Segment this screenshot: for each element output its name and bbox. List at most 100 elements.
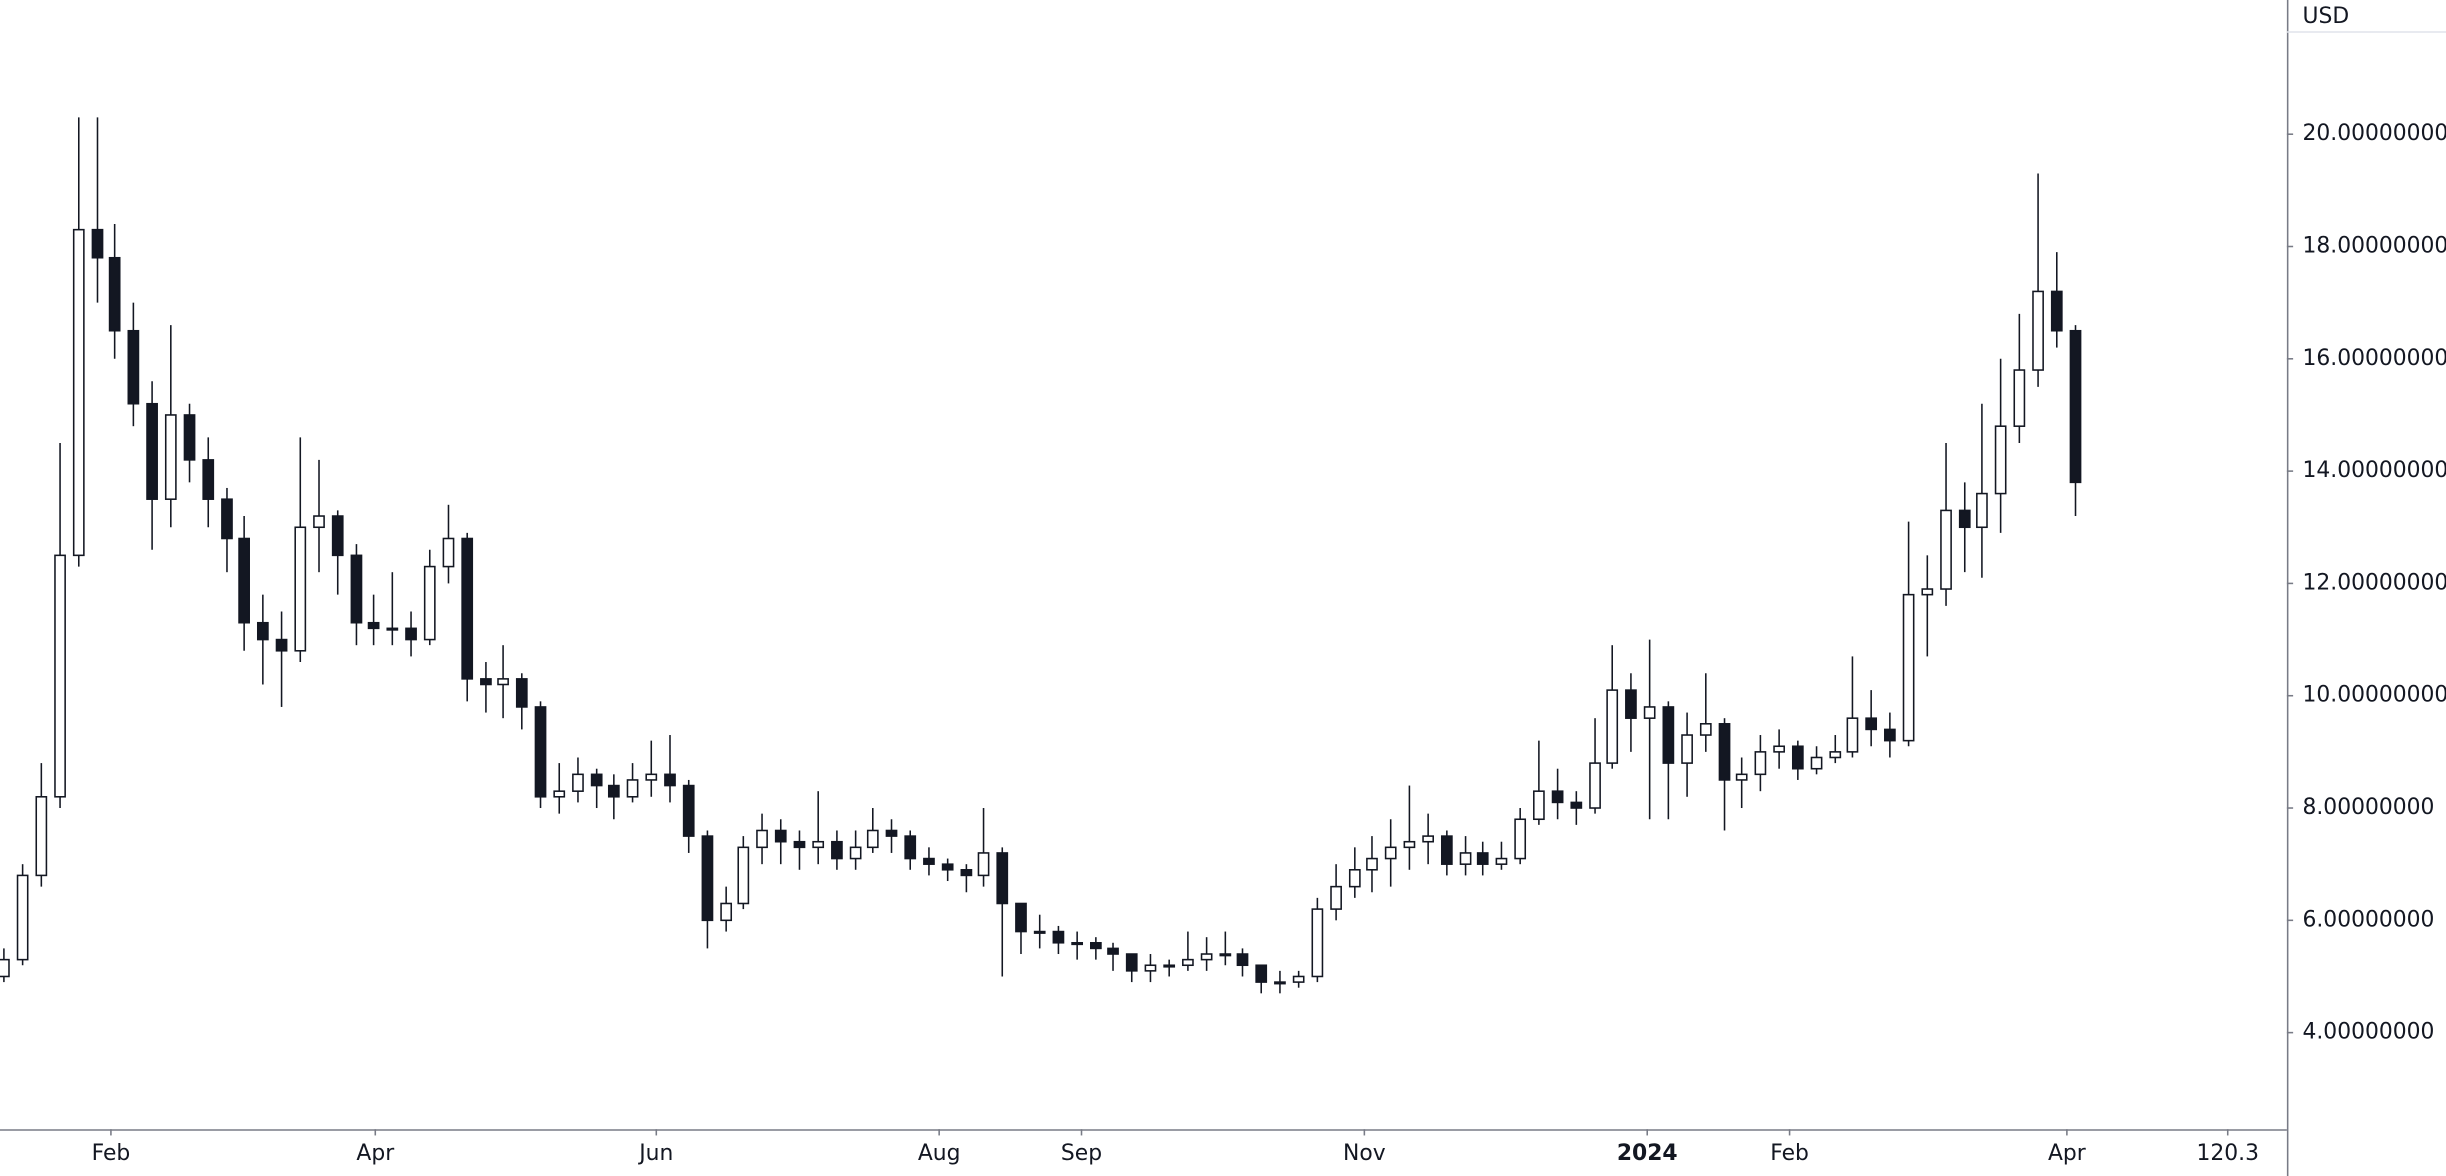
candle-body	[904, 835, 917, 860]
candle-body	[1735, 773, 1748, 781]
candle-body	[720, 902, 733, 922]
candle-body	[1884, 728, 1896, 742]
candle-body	[812, 840, 825, 849]
candle-body	[72, 228, 85, 557]
candle-body	[294, 526, 307, 652]
candle-body	[849, 846, 862, 860]
candle-body	[1699, 723, 1712, 736]
currency-label[interactable]: USD	[2302, 4, 2349, 29]
candle-body	[572, 773, 584, 792]
candle-body	[1071, 942, 1084, 946]
candle-body	[1015, 902, 1027, 933]
candle-body	[1144, 964, 1157, 972]
candle-body	[423, 565, 436, 641]
candle-body	[1643, 706, 1656, 719]
candle-body	[1163, 964, 1176, 968]
candle-body	[350, 554, 363, 624]
candle-body	[1348, 869, 1361, 888]
candle-body	[256, 621, 269, 641]
candle-body	[831, 840, 843, 860]
candle-body	[497, 678, 509, 686]
candle-body	[1236, 953, 1249, 967]
candle-body	[1958, 509, 1971, 529]
x-tick-label: Sep	[1061, 1141, 1102, 1166]
candle-body	[405, 627, 417, 641]
candle-body	[1125, 953, 1138, 972]
candle-body	[553, 790, 566, 798]
candle-body	[607, 784, 620, 798]
candle-body	[1902, 593, 1915, 742]
y-tick-label: 10.00000000	[2302, 683, 2446, 708]
candle-body	[108, 256, 121, 332]
y-tick-label: 18.00000000	[2302, 234, 2446, 259]
candle-body	[701, 835, 714, 922]
y-tick-label: 14.00000000	[2302, 458, 2446, 483]
candle-body	[146, 402, 158, 500]
candle-body	[16, 874, 29, 961]
candle-body	[1865, 717, 1878, 731]
candle-body	[1589, 762, 1601, 809]
x-tick-label: 2024	[1617, 1141, 1678, 1166]
y-tick-label: 12.00000000	[2302, 570, 2446, 595]
candle-body	[461, 537, 474, 680]
candle-body	[1459, 852, 1472, 865]
candle-body	[1976, 492, 1988, 529]
candle-body	[1366, 857, 1378, 871]
candle-body	[1255, 964, 1268, 983]
x-tick-label: Apr	[356, 1141, 394, 1166]
y-tick-label: 6.00000000	[2302, 907, 2434, 932]
candle-body	[1292, 975, 1305, 983]
candle-body	[1625, 689, 1637, 719]
candle-body	[1773, 745, 1785, 753]
candle-body	[590, 773, 603, 787]
candle-body	[202, 459, 215, 500]
candle-body	[367, 621, 380, 630]
candle-body	[1033, 930, 1046, 934]
candle-body	[1533, 790, 1545, 821]
candle-body	[1940, 509, 1952, 590]
candle-body	[183, 414, 196, 461]
candle-body	[682, 784, 695, 837]
candle-body	[1384, 846, 1397, 860]
candle-body	[885, 829, 898, 837]
candle-body	[275, 638, 288, 652]
candle-body	[941, 863, 954, 871]
x-tick-label: Feb	[1770, 1141, 1809, 1166]
candle-body	[35, 796, 48, 877]
x-tick-label: Feb	[92, 1141, 131, 1166]
candle-body	[1662, 706, 1675, 764]
candle-body	[386, 627, 399, 631]
candle-body	[1570, 801, 1583, 809]
candle-body	[1754, 751, 1767, 776]
candle-body	[1052, 930, 1065, 944]
candle-body	[996, 852, 1009, 905]
y-tick-label: 8.00000000	[2302, 795, 2434, 820]
candle-body	[977, 852, 990, 877]
candle-body	[1606, 689, 1619, 764]
candle-body	[1422, 835, 1434, 843]
candle-body	[164, 414, 177, 500]
candle-body	[1330, 885, 1342, 910]
candle-body	[1810, 756, 1823, 770]
y-tick-label: 4.00000000	[2302, 1020, 2434, 1045]
candle-body	[238, 537, 250, 624]
candle-body	[1495, 857, 1508, 865]
x-tick-label: Jun	[637, 1141, 673, 1166]
candle-body	[1182, 958, 1194, 967]
candle-body	[2032, 290, 2044, 371]
candle-body	[1107, 947, 1119, 955]
y-tick-label: 20.00000000	[2302, 121, 2446, 146]
candle-body	[1200, 953, 1213, 961]
candle-body	[1403, 840, 1416, 849]
candle-body	[1440, 835, 1453, 865]
x-tick-label: Apr	[2048, 1141, 2086, 1166]
candle-body	[756, 829, 768, 849]
candle-body	[221, 498, 233, 540]
candle-body	[1718, 723, 1731, 781]
candle-body	[1921, 588, 1934, 596]
candle-body	[127, 329, 140, 405]
candle-body	[1846, 717, 1859, 753]
